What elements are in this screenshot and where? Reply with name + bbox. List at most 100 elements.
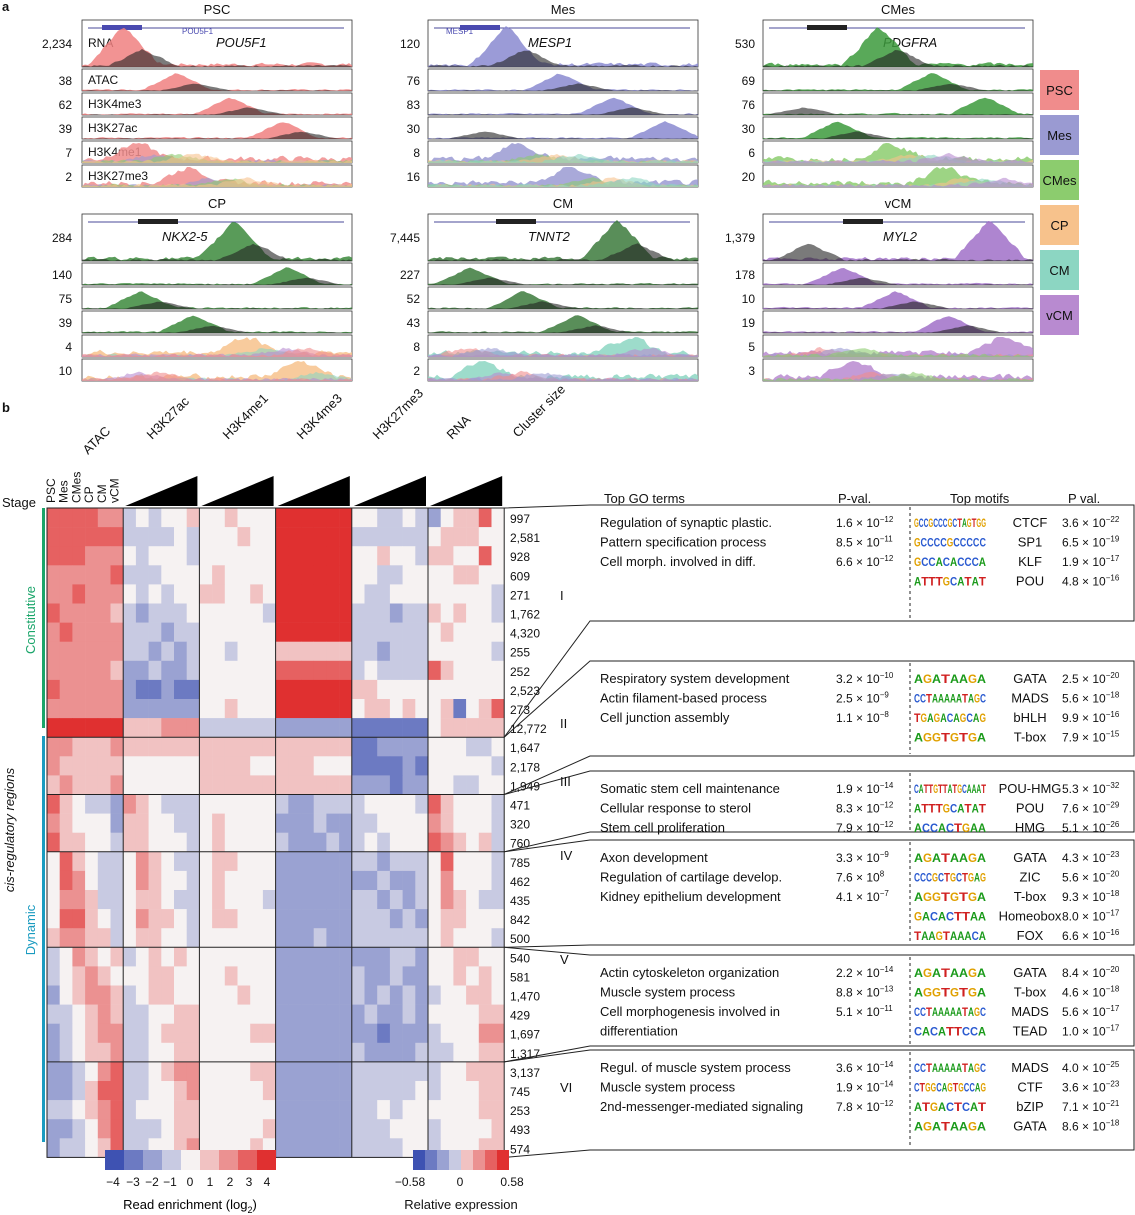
heatmap-cell — [72, 1119, 86, 1139]
heatmap-cell — [161, 565, 175, 585]
heatmap-cell — [212, 851, 226, 872]
motif-logo-letter: A — [972, 802, 979, 816]
heatmap-cell — [478, 890, 492, 910]
heatmap-cell — [135, 775, 149, 795]
heatmap-cell — [212, 737, 226, 757]
motif-logo-letter: G — [980, 871, 986, 885]
heatmap-cell — [148, 832, 162, 853]
heatmap-cell — [275, 718, 289, 738]
go-term: Actin cytoskeleton organization — [600, 965, 779, 980]
heatmap-cell — [224, 870, 238, 891]
heatmap-cell — [415, 622, 429, 642]
motif-logo-letter: G — [968, 986, 977, 1000]
heatmap-cell — [364, 775, 378, 795]
heatmap-cell — [186, 851, 200, 872]
heatmap-cell — [351, 1004, 365, 1024]
signal-track — [82, 73, 352, 91]
heatmap-cell — [97, 928, 111, 948]
heatmap-cell — [224, 1100, 238, 1120]
heatmap-cell — [326, 546, 340, 566]
heatmap-cell — [491, 737, 505, 757]
heatmap-cell — [262, 890, 276, 910]
track-scale: 76 — [407, 74, 421, 88]
motif-logo-letter: G — [950, 871, 956, 885]
cluster-roman: IV — [560, 848, 573, 863]
signal-track — [763, 361, 1033, 381]
heatmap-cell — [212, 1061, 226, 1082]
heatmap-cell — [161, 756, 175, 776]
heatmap-cell — [123, 1004, 137, 1024]
motif-pvalue: 4.8 × 10−16 — [1062, 574, 1120, 589]
motif-pvalue: 9.9 × 10−16 — [1062, 710, 1120, 725]
stage-label: Mes — [57, 480, 71, 503]
motif-logo-letter: T — [938, 782, 943, 796]
mark-header: Cluster size — [510, 381, 569, 440]
heatmap-cell — [364, 546, 378, 566]
heatmap-cell — [161, 870, 175, 891]
motif-logo-letter: A — [977, 986, 986, 1000]
heatmap-cell — [326, 870, 340, 891]
heatmap-cell — [85, 775, 99, 795]
heatmap-cell — [466, 527, 480, 547]
heatmap-cell — [224, 679, 238, 700]
heatmap-cell — [212, 794, 226, 814]
heatmap-cell — [339, 718, 353, 738]
go-term: Kidney epithelium development — [600, 889, 781, 904]
heatmap-cell — [174, 1081, 187, 1101]
heatmap-cell — [161, 737, 175, 757]
heatmap-cell — [478, 794, 492, 814]
heatmap-cell — [161, 813, 175, 833]
heatmap-cell — [97, 775, 111, 795]
heatmap-cell — [85, 813, 99, 833]
legend-label: Mes — [1047, 128, 1072, 143]
go-term: Regulation of synaptic plastic. — [600, 515, 772, 530]
heatmap-cell — [428, 909, 441, 929]
heatmap-cell — [389, 1100, 403, 1120]
heatmap-cell — [85, 660, 99, 681]
heatmap-cell — [110, 679, 124, 700]
motif-logo-letter: A — [973, 711, 980, 725]
heatmap-cell — [428, 870, 441, 891]
heatmap-cell — [301, 508, 314, 528]
gradient-triangle — [277, 476, 350, 506]
heatmap-cell — [326, 603, 340, 623]
heatmap-cell — [313, 851, 327, 872]
heatmap-cell — [161, 794, 175, 814]
heatmap-cell — [288, 641, 302, 662]
heatmap-cell — [288, 794, 302, 814]
motif-logo-letter: C — [930, 1025, 938, 1039]
heatmap-cell — [339, 1004, 353, 1024]
motif-logo-letter: T — [944, 871, 951, 885]
motif-logo-letter: G — [958, 1081, 964, 1095]
motif-logo-letter: G — [914, 536, 921, 550]
motif-logo-letter: A — [970, 1100, 978, 1114]
go-term: Cell morph. involved in diff. — [600, 554, 756, 569]
motif-logo-letter: T — [941, 851, 951, 865]
motif-pvalue: 5.6 × 10−17 — [1062, 1004, 1120, 1019]
heatmap-cell — [453, 928, 467, 948]
heatmap-cell — [491, 1100, 505, 1120]
heatmap-cell — [135, 1004, 149, 1024]
heatmap-cell — [377, 1119, 391, 1139]
motif-logo-letter: G — [950, 731, 959, 745]
heatmap-cell — [237, 603, 251, 623]
heatmap-cell — [275, 1081, 289, 1101]
heatmap-cell — [313, 1138, 327, 1158]
heatmap-cell — [250, 1004, 264, 1024]
mark-header: RNA — [444, 412, 474, 442]
heatmap-cell — [377, 1061, 391, 1082]
heatmap-cell — [351, 813, 365, 833]
cluster-size: 429 — [510, 1009, 530, 1023]
scale2-title: Relative expression — [404, 1197, 517, 1212]
gradient-triangle — [430, 476, 503, 506]
heatmap-cell — [389, 603, 403, 623]
heatmap-cell — [440, 660, 454, 681]
heatmap-cell — [97, 909, 111, 929]
signal-track — [763, 348, 1033, 357]
heatmap-cell — [135, 1023, 149, 1044]
heatmap-cell — [377, 775, 391, 795]
motif-logo-letter: T — [954, 821, 963, 835]
heatmap-cell — [288, 966, 302, 986]
heatmap-cell — [97, 1119, 111, 1139]
heatmap-cell — [148, 527, 162, 547]
